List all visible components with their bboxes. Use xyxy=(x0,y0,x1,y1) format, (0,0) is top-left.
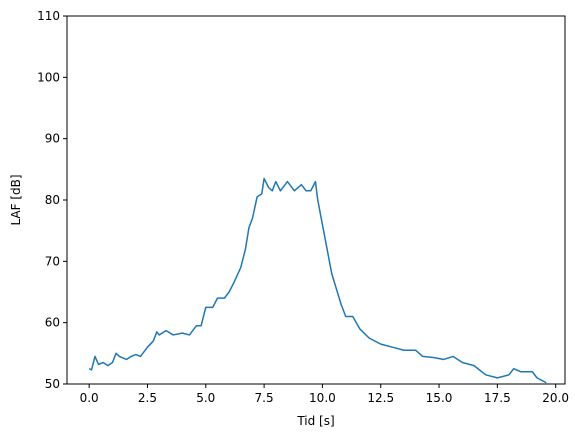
x-axis-label: Tid [s] xyxy=(296,414,334,428)
x-tick-label: 10.0 xyxy=(309,391,336,405)
y-tick-label: 50 xyxy=(45,377,60,391)
x-tick-label: 7.5 xyxy=(255,391,274,405)
y-tick-label: 110 xyxy=(37,9,60,23)
y-tick-label: 60 xyxy=(45,316,60,330)
x-tick-label: 15.0 xyxy=(426,391,453,405)
plot-frame xyxy=(66,15,566,385)
x-tick-label: 2.5 xyxy=(138,391,157,405)
y-tick-label: 90 xyxy=(45,132,60,146)
x-tick-label: 12.5 xyxy=(367,391,394,405)
y-tick-label: 80 xyxy=(45,193,60,207)
y-tick-label: 70 xyxy=(45,254,60,268)
x-tick-label: 20.0 xyxy=(542,391,569,405)
y-axis-label: LAF [dB] xyxy=(9,174,23,225)
x-tick-label: 0.0 xyxy=(80,391,99,405)
data-line xyxy=(88,177,547,384)
x-tick-label: 17.5 xyxy=(484,391,511,405)
x-tick-label: 5.0 xyxy=(196,391,215,405)
y-tick-label: 100 xyxy=(37,70,60,84)
